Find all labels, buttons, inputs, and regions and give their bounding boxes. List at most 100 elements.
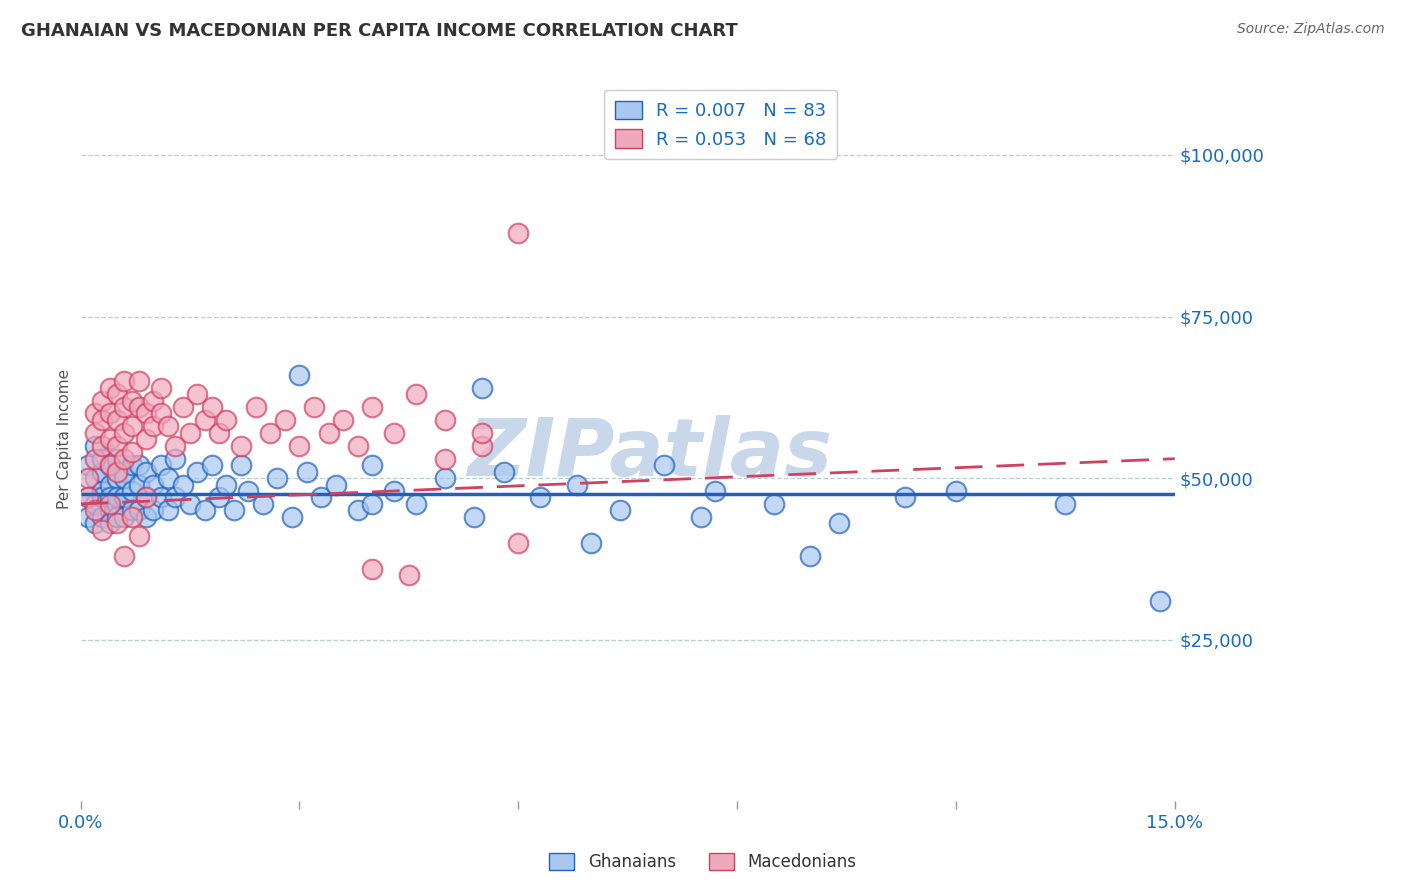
Point [434, 451, 457, 466]
Point [76, 491, 98, 505]
Point [165, 491, 187, 505]
Point [281, 509, 304, 524]
Point [135, 465, 157, 479]
Point [84, 471, 107, 485]
Point [98, 407, 121, 421]
Point [105, 509, 128, 524]
Point [91, 393, 114, 408]
Point [112, 471, 135, 485]
Point [149, 407, 172, 421]
Point [121, 483, 143, 498]
Point [84, 503, 107, 517]
Point [84, 497, 107, 511]
Point [105, 497, 128, 511]
Point [76, 471, 98, 485]
Text: Source: ZipAtlas.com: Source: ZipAtlas.com [1237, 22, 1385, 37]
Point [186, 387, 208, 401]
Point [135, 491, 157, 505]
Point [405, 387, 427, 401]
Point [252, 497, 274, 511]
Point [91, 491, 114, 505]
Text: ZIPatlas: ZIPatlas [467, 415, 832, 492]
Legend: R = 0.007   N = 83, R = 0.053   N = 68: R = 0.007 N = 83, R = 0.053 N = 68 [605, 90, 838, 160]
Point [945, 483, 967, 498]
Point [689, 509, 711, 524]
Point [91, 483, 114, 498]
Point [157, 419, 180, 434]
Point [112, 465, 135, 479]
Point [98, 516, 121, 531]
Point [471, 425, 494, 440]
Point [105, 387, 128, 401]
Point [229, 458, 252, 472]
Point [112, 491, 135, 505]
Point [565, 477, 588, 491]
Point [128, 477, 150, 491]
Point [98, 381, 121, 395]
Point [121, 458, 143, 472]
Point [302, 400, 325, 414]
Point [471, 439, 494, 453]
Point [361, 561, 384, 575]
Point [471, 381, 494, 395]
Point [318, 425, 340, 440]
Point [121, 503, 143, 517]
Point [179, 425, 201, 440]
Point [112, 451, 135, 466]
Point [76, 509, 98, 524]
Point [361, 458, 384, 472]
Point [84, 425, 107, 440]
Point [91, 523, 114, 537]
Point [105, 413, 128, 427]
Point [295, 465, 318, 479]
Point [105, 516, 128, 531]
Point [579, 535, 602, 549]
Point [215, 477, 238, 491]
Point [193, 503, 215, 517]
Point [762, 497, 785, 511]
Point [208, 491, 231, 505]
Point [652, 458, 675, 472]
Point [508, 535, 530, 549]
Point [149, 458, 172, 472]
Point [98, 491, 121, 505]
Point [142, 477, 165, 491]
Point [894, 491, 917, 505]
Point [91, 465, 114, 479]
Point [91, 509, 114, 524]
Point [799, 549, 821, 563]
Point [84, 516, 107, 531]
Point [142, 419, 165, 434]
Point [105, 439, 128, 453]
Point [84, 451, 107, 466]
Point [325, 477, 347, 491]
Point [463, 509, 485, 524]
Point [288, 368, 311, 382]
Point [98, 458, 121, 472]
Point [238, 483, 260, 498]
Point [91, 413, 114, 427]
Point [229, 439, 252, 453]
Point [149, 381, 172, 395]
Point [704, 483, 727, 498]
Point [112, 425, 135, 440]
Point [361, 400, 384, 414]
Y-axis label: Per Capita Income: Per Capita Income [58, 369, 72, 509]
Point [332, 413, 354, 427]
Point [128, 400, 150, 414]
Point [84, 407, 107, 421]
Point [172, 477, 194, 491]
Point [157, 503, 180, 517]
Point [112, 374, 135, 388]
Point [288, 439, 311, 453]
Point [128, 503, 150, 517]
Point [135, 491, 157, 505]
Point [112, 549, 135, 563]
Point [828, 516, 851, 531]
Point [266, 471, 288, 485]
Point [274, 413, 297, 427]
Point [128, 458, 150, 472]
Point [346, 503, 368, 517]
Point [186, 465, 208, 479]
Point [98, 503, 121, 517]
